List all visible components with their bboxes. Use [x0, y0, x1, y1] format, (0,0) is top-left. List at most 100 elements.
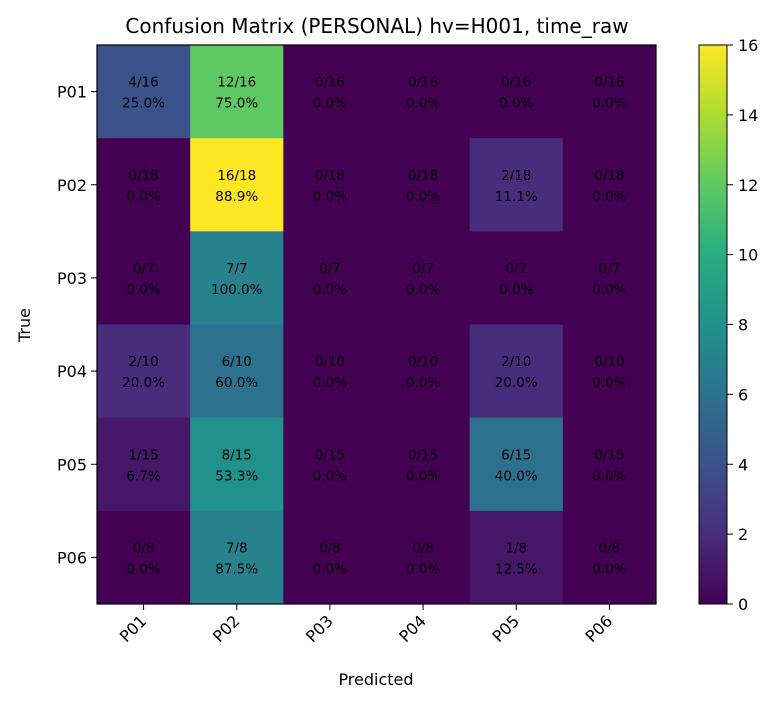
x-axis-ticks: P01 P02 P03 P04 P05 P06 [116, 604, 616, 646]
cell-P02-P04 [376, 138, 471, 232]
cell-percent-label: 0.0% [406, 375, 440, 391]
colorbar-tick-label: 10 [738, 246, 758, 265]
cell-P02-P02 [190, 138, 284, 232]
colorbar-tick-label: 4 [738, 455, 748, 474]
cell-percent-label: 53.3% [215, 468, 258, 484]
cell-percent-label: 87.5% [215, 561, 258, 577]
cell-count-label: 4/16 [128, 75, 158, 91]
colorbar-tick-label: 16 [738, 36, 758, 55]
cell-count-label: 0/18 [594, 168, 624, 184]
cell-count-label: 0/7 [133, 261, 155, 277]
x-tick-label: P06 [582, 611, 617, 646]
cell-percent-label: 0.0% [592, 96, 626, 112]
cell-P05-P01 [97, 417, 191, 512]
cell-P03-P03 [283, 231, 377, 325]
x-tick-label: P02 [209, 611, 244, 646]
cell-percent-label: 0.0% [406, 96, 440, 112]
cell-percent-label: 88.9% [215, 189, 258, 205]
cell-count-label: 6/15 [501, 447, 531, 463]
cell-percent-label: 0.0% [499, 282, 533, 298]
cell-P05-P06 [562, 417, 657, 512]
cell-P04-P01 [97, 324, 191, 419]
x-tick-label: P01 [116, 611, 151, 646]
colorbar-tick-label: 2 [738, 525, 748, 544]
cell-P01-P05 [469, 45, 564, 139]
cell-P04-P03 [283, 324, 377, 419]
cell-P01-P02 [190, 45, 284, 139]
x-tick-label: P05 [488, 611, 523, 646]
y-tick-label: P01 [57, 83, 87, 102]
cell-P05-P04 [376, 417, 471, 512]
cell-percent-label: 0.0% [126, 189, 160, 205]
cell-P04-P04 [376, 324, 471, 419]
cell-percent-label: 0.0% [592, 561, 626, 577]
cell-count-label: 0/18 [408, 168, 438, 184]
cell-percent-label: 40.0% [495, 468, 538, 484]
cell-count-label: 2/18 [501, 168, 531, 184]
cell-P01-P04 [376, 45, 471, 139]
cell-percent-label: 75.0% [215, 96, 258, 112]
cell-P02-P01 [97, 138, 191, 232]
cell-percent-label: 12.5% [495, 561, 538, 577]
cell-count-label: 0/10 [315, 354, 345, 370]
cell-count-label: 0/10 [594, 354, 624, 370]
cell-count-label: 0/15 [315, 447, 345, 463]
colorbar [698, 44, 728, 605]
cell-count-label: 0/16 [501, 75, 531, 91]
cell-percent-label: 25.0% [122, 96, 165, 112]
cell-percent-label: 20.0% [495, 375, 538, 391]
cell-count-label: 0/7 [505, 261, 527, 277]
cell-percent-label: 0.0% [126, 282, 160, 298]
cell-percent-label: 0.0% [499, 96, 533, 112]
cell-percent-label: 0.0% [592, 468, 626, 484]
cell-percent-label: 0.0% [313, 561, 347, 577]
cell-P06-P05 [469, 510, 564, 605]
cell-percent-label: 0.0% [592, 375, 626, 391]
cell-count-label: 1/8 [505, 540, 527, 556]
x-axis-label: Predicted [338, 670, 413, 689]
cell-percent-label: 0.0% [406, 468, 440, 484]
cell-percent-label: 100.0% [211, 282, 263, 298]
cell-P01-P03 [283, 45, 377, 139]
cell-count-label: 0/7 [599, 261, 621, 277]
cell-P06-P04 [376, 510, 471, 605]
cell-percent-label: 6.7% [126, 468, 160, 484]
y-tick-label: P03 [57, 269, 87, 288]
cell-percent-label: 11.1% [495, 189, 538, 205]
y-tick-label: P05 [57, 455, 87, 474]
cell-P03-P06 [562, 231, 657, 325]
cell-P06-P01 [97, 510, 191, 605]
cell-count-label: 16/18 [217, 168, 256, 184]
y-tick-label: P06 [57, 548, 87, 567]
chart-title: Confusion Matrix (PERSONAL) hv=H001, tim… [125, 14, 628, 38]
cell-count-label: 1/15 [128, 447, 158, 463]
cell-P04-P06 [562, 324, 657, 419]
x-tick-label: P04 [395, 611, 430, 646]
cell-count-label: 0/10 [408, 354, 438, 370]
cell-count-label: 0/15 [408, 447, 438, 463]
cell-P03-P01 [97, 231, 191, 325]
cell-P02-P06 [562, 138, 657, 232]
cell-percent-label: 0.0% [313, 282, 347, 298]
cell-count-label: 6/10 [222, 354, 252, 370]
cell-P01-P06 [562, 45, 657, 139]
y-axis-ticks: P01 P02 P03 P04 P05 P06 [57, 83, 97, 567]
cell-P02-P05 [469, 138, 564, 232]
cell-P04-P05 [469, 324, 564, 419]
cell-percent-label: 0.0% [313, 375, 347, 391]
cell-percent-label: 60.0% [215, 375, 258, 391]
colorbar-tick-label: 6 [738, 385, 748, 404]
cell-P01-P01 [97, 45, 191, 139]
colorbar-tick-label: 14 [738, 106, 758, 125]
colorbar-ticks: 0 2 4 6 8 10 12 14 16 [727, 36, 758, 614]
cell-count-label: 7/8 [226, 540, 248, 556]
y-tick-label: P02 [57, 176, 87, 195]
cell-count-label: 0/18 [315, 168, 345, 184]
cell-percent-label: 20.0% [122, 375, 165, 391]
cell-percent-label: 0.0% [313, 468, 347, 484]
cell-count-label: 0/7 [319, 261, 341, 277]
cell-P03-P05 [469, 231, 564, 325]
cell-count-label: 0/8 [319, 540, 341, 556]
cell-percent-label: 0.0% [406, 561, 440, 577]
